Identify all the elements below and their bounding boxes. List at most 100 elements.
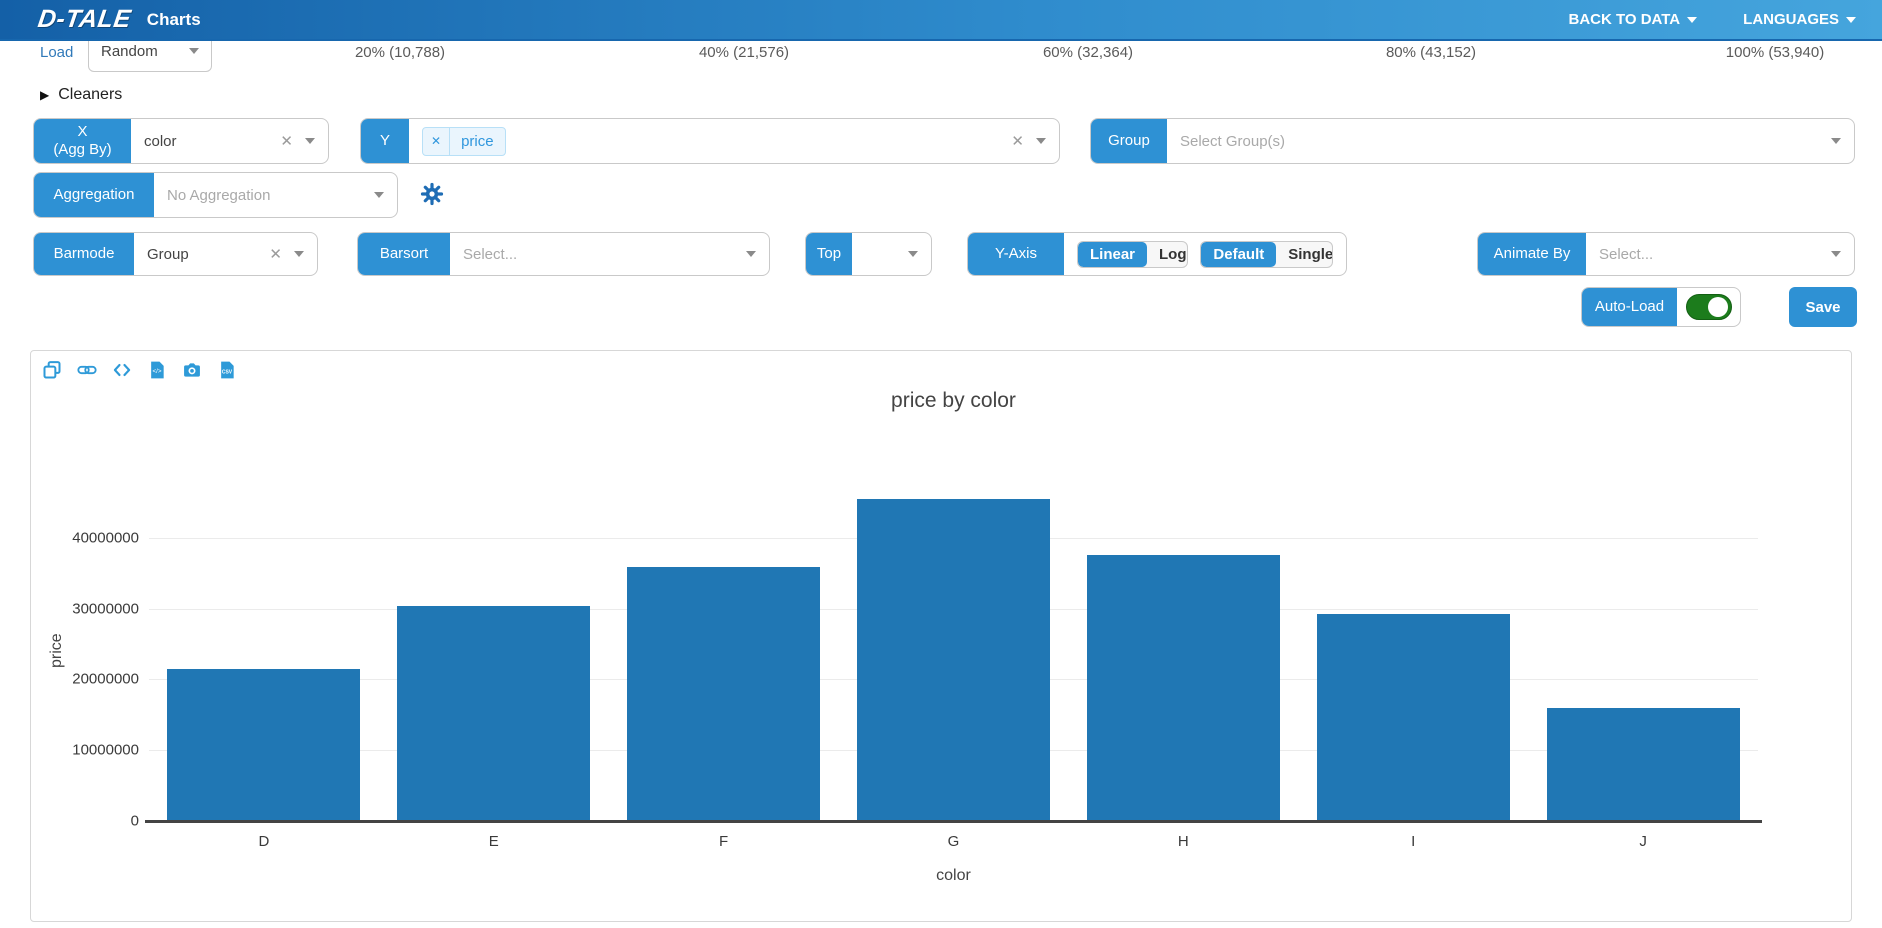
auto-load-body [1677, 288, 1740, 326]
back-to-data-menu[interactable]: BACK TO DATA [1568, 11, 1698, 28]
page-title: Charts [146, 9, 201, 29]
chart-card: </> CSV price by color price 0 10000000 20… [30, 350, 1852, 922]
csv-export-icon[interactable]: CSV [216, 359, 238, 381]
load-label: Load [40, 44, 74, 61]
y-series-input[interactable]: ✕ price ✕ [409, 119, 1059, 163]
clear-icon[interactable]: ✕ [1011, 132, 1024, 150]
chevron-down-icon [1846, 16, 1856, 23]
y-axis-select: Y ✕ price ✕ [360, 118, 1060, 164]
code-export-icon[interactable] [111, 359, 133, 381]
scale-linear-button[interactable]: Linear [1078, 241, 1148, 267]
aggregation-value: No Aggregation [167, 186, 271, 204]
y-tick-label: 10000000 [72, 741, 139, 759]
barmode-value: Group [147, 245, 189, 263]
yaxis-scale-toggle: Linear Log [1077, 240, 1189, 268]
yaxis-label: Y-Axis [968, 233, 1064, 275]
languages-label: LANGUAGES [1743, 11, 1839, 28]
auto-load-label: Auto-Load [1582, 288, 1677, 326]
x-tick-label: D [258, 833, 270, 850]
load-slider-marks: 20% (10,788) 40% (21,576) 60% (32,364) 8… [0, 44, 1882, 66]
auto-load-toggle[interactable] [1685, 294, 1732, 320]
scale-log-button[interactable]: Log [1159, 245, 1187, 263]
link-icon[interactable] [76, 359, 98, 381]
chevron-down-icon[interactable] [294, 251, 304, 257]
bar [167, 668, 361, 821]
group-label: Group [1091, 119, 1167, 163]
x-tick-label: G [947, 833, 960, 850]
chevron-down-icon [1687, 16, 1698, 23]
languages-menu[interactable]: LANGUAGES [1743, 11, 1856, 28]
y-tick-label: 20000000 [72, 670, 139, 688]
x-tick-label: I [1411, 833, 1416, 850]
navbar: D-TALE Charts BACK TO DATA LANGUAGES [0, 0, 1882, 41]
bar [627, 567, 821, 821]
selected-tag-price: ✕ price [422, 126, 506, 156]
aggregation-input[interactable]: No Aggregation [154, 173, 397, 217]
bar [1546, 707, 1740, 821]
slider-mark: 100% (53,940) [1725, 44, 1825, 61]
yaxis-body: Linear Log Default Single [1064, 233, 1346, 275]
x-axis-value: color [144, 132, 177, 150]
cleaners-label: Cleaners [58, 86, 123, 103]
chart-toolbar: </> CSV [41, 359, 238, 381]
animate-by-select: Animate By Select... [1477, 232, 1855, 276]
tag-remove-icon[interactable]: ✕ [423, 127, 451, 155]
x-axis-title: color [936, 867, 971, 884]
animate-by-input[interactable]: Select... [1586, 233, 1854, 275]
camera-icon[interactable] [181, 359, 203, 381]
y-tick-label: 30000000 [72, 600, 139, 617]
chevron-down-icon[interactable] [374, 192, 384, 198]
clear-icon[interactable]: ✕ [269, 245, 282, 263]
chevron-down-icon[interactable] [908, 251, 918, 257]
chevron-down-icon[interactable] [746, 251, 756, 257]
chevron-down-icon[interactable] [305, 138, 315, 144]
svg-text:</>: </> [152, 368, 161, 375]
y-axis-title: price [48, 633, 65, 669]
gear-icon[interactable] [420, 182, 444, 206]
yaxis-mode-toggle: Default Single [1200, 240, 1333, 268]
copy-icon[interactable] [41, 359, 63, 381]
barmode-select: Barmode Group ✕ [33, 232, 318, 276]
yaxis-settings: Y-Axis Linear Log Default Single [967, 232, 1347, 276]
html-export-icon[interactable]: </> [146, 359, 168, 381]
bar [397, 605, 591, 821]
top-label: Top [806, 233, 852, 275]
clear-icon[interactable]: ✕ [280, 132, 293, 150]
x-tick-label: F [719, 833, 729, 850]
save-button[interactable]: Save [1789, 287, 1857, 327]
barsort-input[interactable]: Select... [450, 233, 769, 275]
animate-by-placeholder: Select... [1599, 245, 1654, 263]
aggregation-select: Aggregation No Aggregation [33, 172, 398, 218]
slider-mark: 80% (43,152) [1385, 44, 1477, 61]
barsort-placeholder: Select... [463, 245, 518, 263]
top-input[interactable] [852, 233, 931, 275]
chevron-down-icon[interactable] [1831, 251, 1841, 257]
group-select: Group Select Group(s) [1090, 118, 1855, 164]
svg-text:CSV: CSV [222, 369, 233, 375]
toggle-knob [1707, 297, 1728, 317]
x-axis-label: X (Agg By) [34, 119, 131, 163]
aggregation-label: Aggregation [34, 173, 154, 217]
x-tick-label: J [1639, 833, 1647, 850]
mode-default-button[interactable]: Default [1201, 241, 1277, 267]
barsort-select: Barsort Select... [357, 232, 770, 276]
y-tick-label: 0 [130, 812, 139, 830]
cleaners-expander[interactable]: ▶ Cleaners [40, 86, 122, 104]
chevron-down-icon[interactable] [1831, 138, 1841, 144]
auto-load-group: Auto-Load [1581, 287, 1741, 327]
back-to-data-label: BACK TO DATA [1568, 11, 1681, 28]
group-input[interactable]: Select Group(s) [1167, 119, 1854, 163]
x-axis-input[interactable]: color ✕ [131, 119, 328, 163]
chart-title: price by color [891, 389, 1016, 412]
x-axis-select: X (Agg By) color ✕ [33, 118, 329, 164]
expand-right-icon: ▶ [40, 88, 50, 102]
y-tick-label: 40000000 [72, 529, 139, 547]
barsort-label: Barsort [358, 233, 450, 275]
group-placeholder: Select Group(s) [1180, 132, 1286, 150]
plot-area: 0 10000000 20000000 30000000 40000000 D E F G H I J [72, 481, 1762, 850]
mode-single-button[interactable]: Single [1288, 245, 1333, 263]
chevron-down-icon[interactable] [1036, 138, 1046, 144]
barmode-input[interactable]: Group ✕ [134, 233, 317, 275]
dataset-select-value: Random [101, 42, 158, 60]
